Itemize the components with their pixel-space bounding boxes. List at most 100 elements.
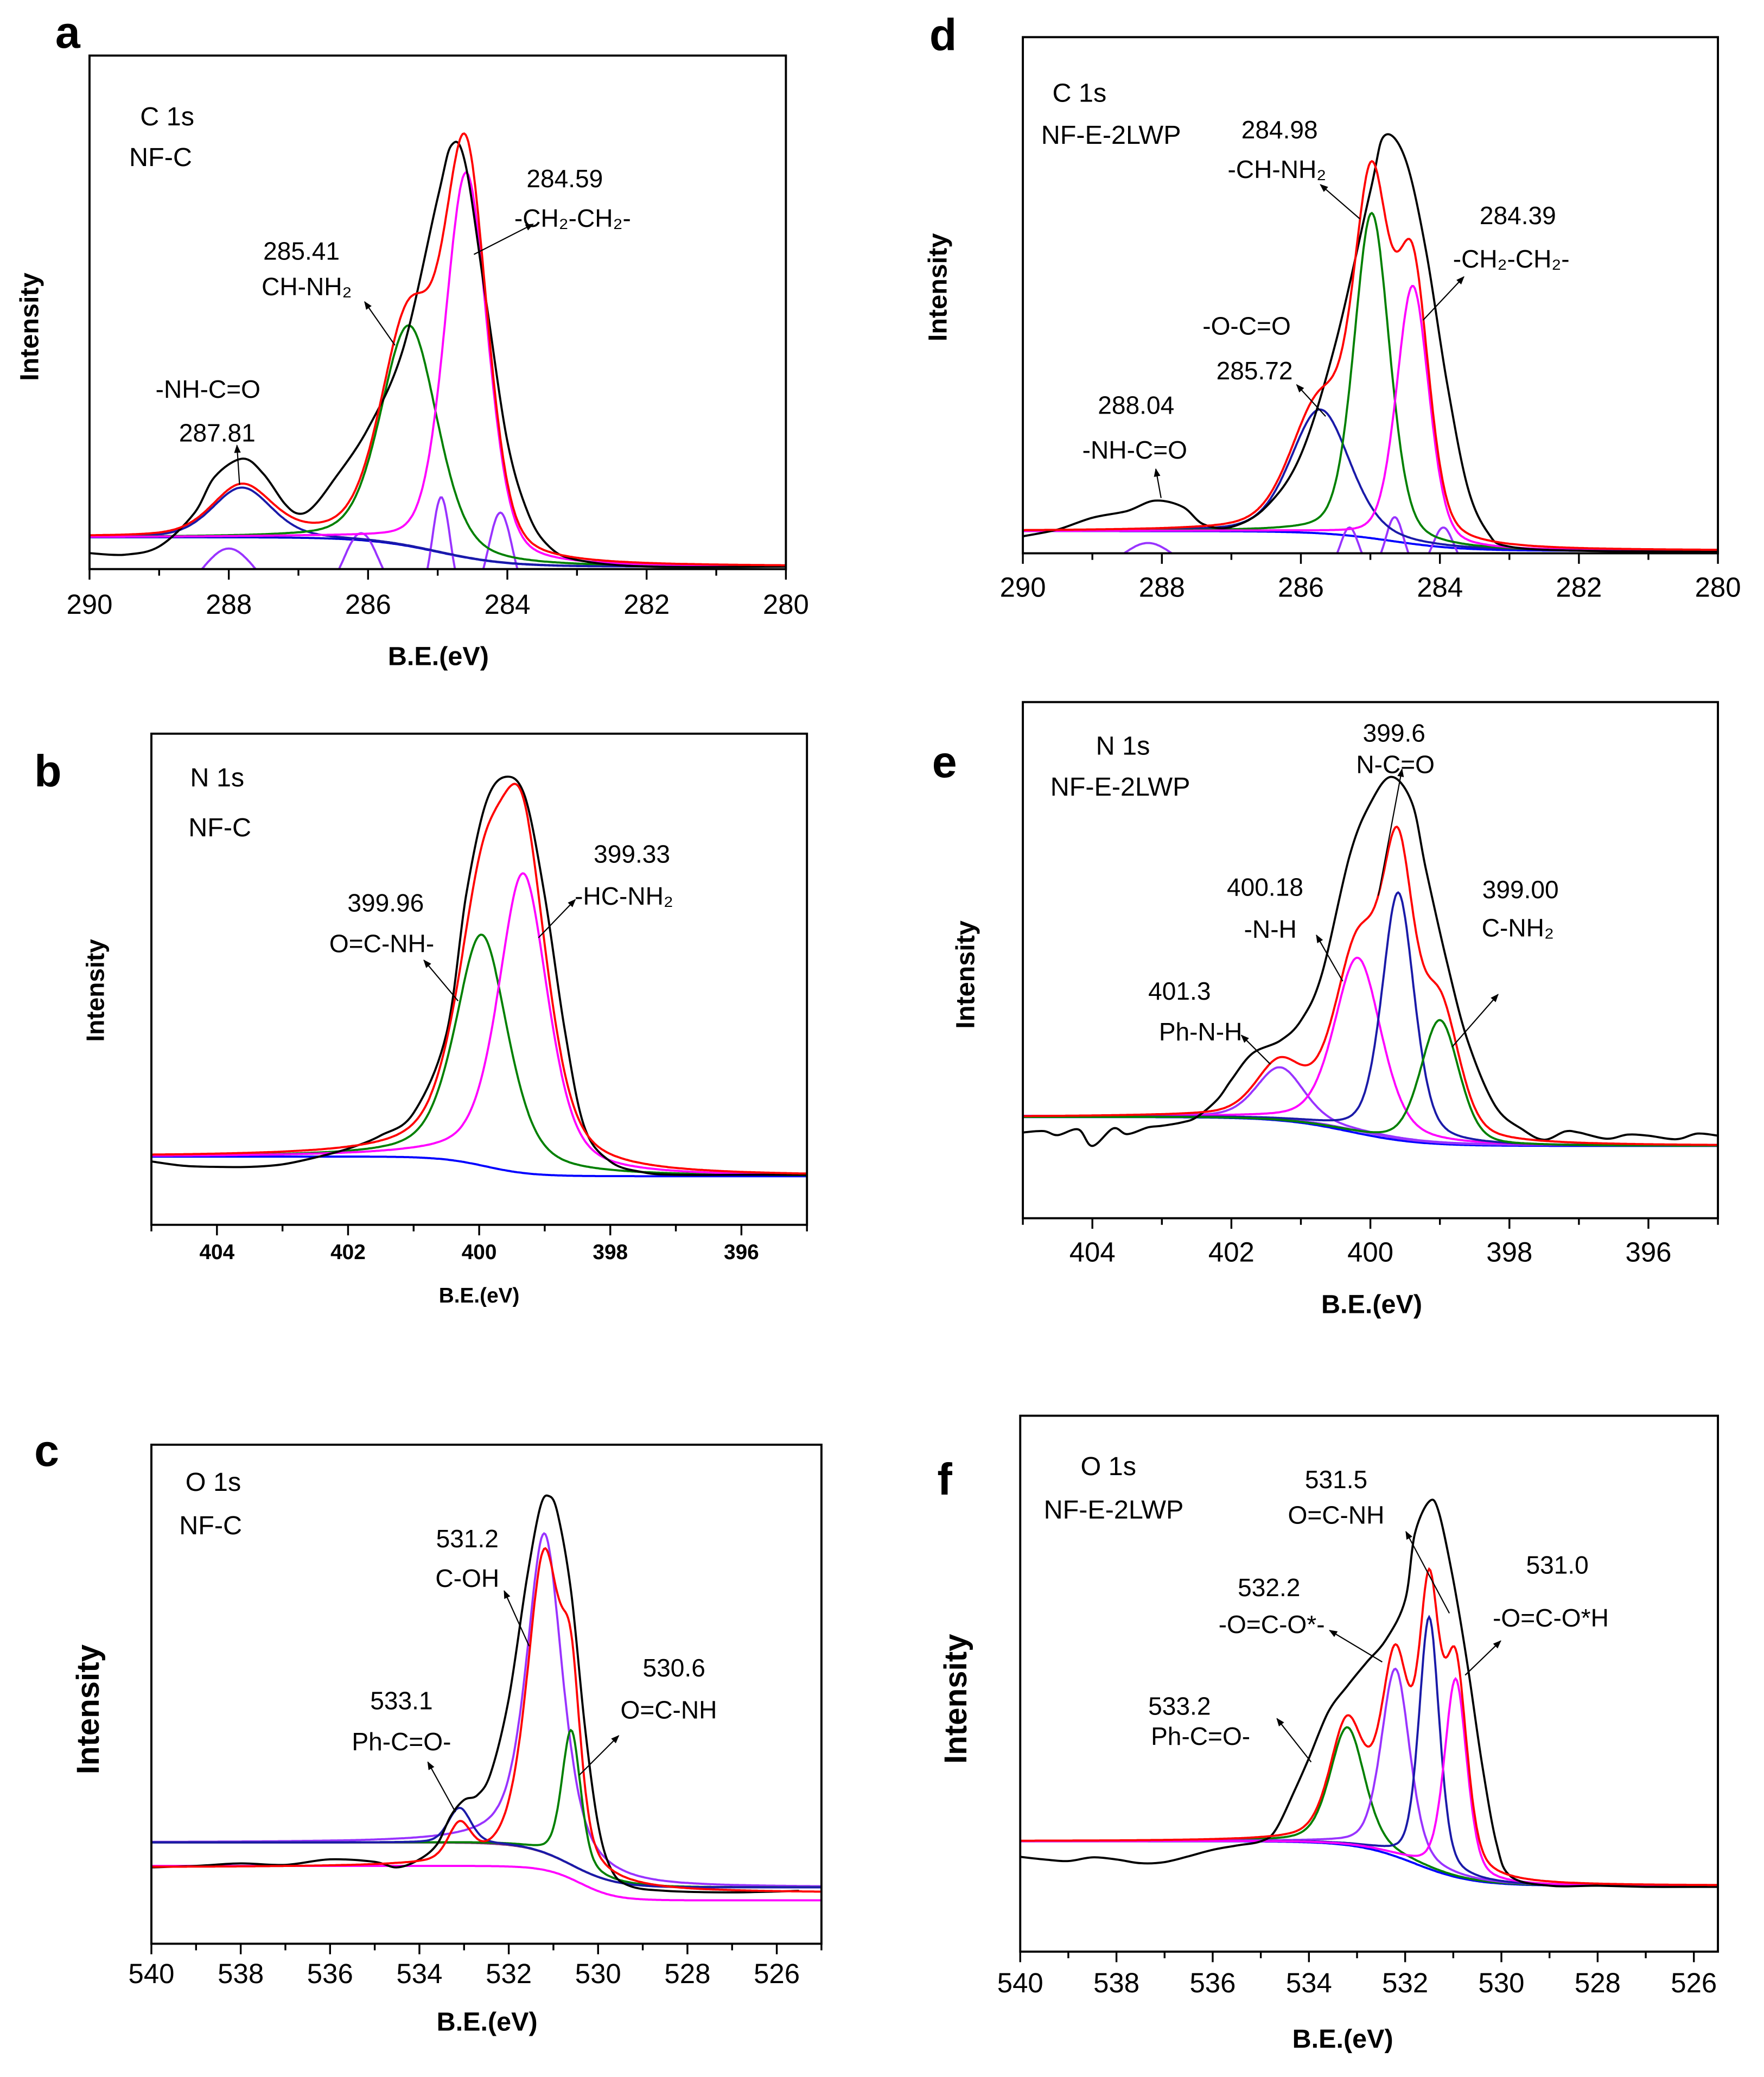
annotation-text: O=C-NH	[1288, 1501, 1385, 1529]
x-tick-label: 404	[1069, 1237, 1116, 1268]
peak-annotation: 533.2Ph-C=O-	[1148, 1692, 1312, 1763]
plot-frame	[1022, 36, 1720, 555]
annotation-arrow	[504, 1590, 530, 1647]
annotation-text: 400.18	[1227, 873, 1303, 901]
envelope-curve	[151, 783, 807, 1175]
x-axis-label: B.E.(eV)	[1292, 2024, 1393, 2054]
annotation-text: -NH-C=O	[1082, 436, 1187, 464]
y-axis-label: Intensity	[938, 1634, 973, 1764]
annotation-text: 533.1	[370, 1687, 432, 1715]
component-curve-284.59	[89, 171, 786, 567]
plot-area	[1020, 1498, 1718, 1888]
annotation-arrow	[1378, 768, 1404, 896]
annotation-arrow	[1451, 994, 1499, 1047]
panel-d: d 290 288 286 284 282 280 Intensity C 1s NF-E-2LW…	[923, 10, 1741, 603]
residual-curve	[1122, 516, 1459, 554]
sample-label: NF-E-2LWP	[1050, 772, 1190, 802]
component-curve-284.98	[1023, 212, 1718, 552]
annotation-text: O=C-NH-	[329, 930, 434, 958]
x-tick-label: 280	[763, 589, 809, 620]
x-tick-label: 534	[1286, 1967, 1332, 1998]
annotation-text: 399.96	[347, 888, 424, 917]
x-tick-label: 396	[724, 1241, 759, 1264]
x-tick-label: 284	[1417, 572, 1463, 603]
annotation-text: 531.5	[1305, 1465, 1367, 1494]
x-tick-label: 286	[345, 589, 391, 620]
annotation-text: Ph-C=O-	[1151, 1722, 1250, 1750]
envelope-curve	[1020, 1567, 1718, 1887]
panel-c: c 540 538 536 534 532 530 528 526 B.E.(eV) Intensi…	[34, 1426, 823, 2037]
annotation-text: -N-H	[1244, 915, 1297, 943]
peak-annotation: 530.6 O=C-NH	[578, 1654, 717, 1776]
annotation-text: 287.81	[179, 418, 256, 447]
x-tick-label: 536	[1189, 1967, 1236, 1998]
experimental-curve	[151, 776, 807, 1176]
x-tick-label: 400	[1347, 1237, 1393, 1268]
core-level-label: C 1s	[1053, 78, 1107, 107]
peak-annotation: 531.5 O=C-NH	[1288, 1465, 1450, 1614]
annotation-arrow	[1316, 934, 1343, 982]
envelope-curve	[89, 132, 786, 567]
annotation-text: 530.6	[643, 1654, 705, 1682]
panel-b: b 404 402 400 398 396 B.E.(eV) Intensity N 1s NF-…	[34, 732, 808, 1307]
annotation-text: 399.6	[1363, 719, 1425, 747]
annotation-text: -CH₂-CH₂-	[1453, 245, 1570, 273]
peak-annotation: 399.33 -HC-NH₂	[538, 840, 673, 938]
x-tick-label: 532	[486, 1958, 532, 1989]
sample-label: NF-E-2LWP	[1044, 1495, 1184, 1525]
x-tick-label: 286	[1278, 572, 1324, 603]
x-tick-label: 398	[1486, 1237, 1532, 1268]
peak-annotation: 533.1 Ph-C=O-	[352, 1687, 456, 1813]
panel-letter: b	[34, 746, 61, 796]
x-tick-label: 402	[330, 1241, 366, 1264]
x-tick-label: 528	[1575, 1967, 1621, 1998]
core-level-label: N 1s	[190, 763, 244, 792]
x-axis-label: B.E.(eV)	[388, 642, 489, 671]
annotation-arrow	[1329, 1630, 1383, 1663]
x-tick-label: 284	[485, 589, 531, 620]
annotation-text: 399.00	[1482, 875, 1559, 904]
annotation-text: Ph-C=O-	[352, 1727, 451, 1756]
plot-frame	[150, 732, 808, 1226]
residual-curve	[200, 496, 519, 569]
annotation-text: 532.2	[1238, 1573, 1300, 1602]
annotation-text: -O=C-O*-	[1219, 1610, 1325, 1638]
panel-letter: f	[937, 1454, 952, 1504]
sample-label: NF-C	[129, 143, 192, 172]
plot-area	[1023, 776, 1718, 1147]
peak-annotation: 532.2 -O=C-O*-	[1219, 1573, 1383, 1663]
panel-letter: e	[932, 737, 957, 787]
annotation-arrow	[1240, 1034, 1271, 1065]
annotation-text: C-NH₂	[1482, 913, 1554, 942]
annotation-text: 284.39	[1480, 201, 1556, 230]
x-tick-label: 532	[1382, 1967, 1428, 1998]
x-tick-label: 540	[129, 1958, 175, 1989]
x-tick-label: 398	[593, 1241, 628, 1264]
peak-annotation: 399.96 O=C-NH-	[329, 888, 459, 1002]
panel-e: e 404 402 400 398 396 B.E.(eV) Intensity N 1s NF-…	[932, 701, 1720, 1319]
background-curve	[1023, 530, 1718, 552]
peak-annotation: 401.3 Ph-N-H	[1148, 977, 1271, 1065]
x-tick-label: 290	[66, 589, 112, 620]
panels: a 290 288 286 284 282 280 B.E.(eV) Intensity C 1s…	[15, 8, 1741, 2054]
component-curve-399.6	[1023, 891, 1718, 1147]
annotation-arrow	[427, 1761, 456, 1813]
peak-annotation: -NH-C=O 287.81	[156, 375, 260, 485]
peak-annotation: 531.2 C-OH	[435, 1525, 530, 1647]
x-tick-label: 526	[754, 1958, 800, 1989]
peak-annotation: 531.0 -O=C-O*H	[1464, 1551, 1609, 1676]
annotation-text: 399.33	[594, 840, 670, 868]
x-tick-label: 534	[396, 1958, 442, 1989]
component-curve-399.33	[151, 872, 807, 1176]
component-curve-399.96	[151, 933, 807, 1177]
envelope-curve	[1023, 825, 1718, 1146]
sample-label: NF-C	[179, 1511, 242, 1540]
x-tick-label: 402	[1208, 1237, 1254, 1268]
annotation-arrow	[1296, 384, 1326, 417]
peak-annotation: 400.18 -N-H	[1227, 873, 1343, 982]
peak-annotation: 399.00 C-NH₂	[1451, 875, 1559, 1047]
peak-annotation: -O-C=O 285.72	[1202, 312, 1326, 417]
background-2-curve	[1023, 1115, 1718, 1146]
annotation-text: O=C-NH	[620, 1696, 717, 1724]
